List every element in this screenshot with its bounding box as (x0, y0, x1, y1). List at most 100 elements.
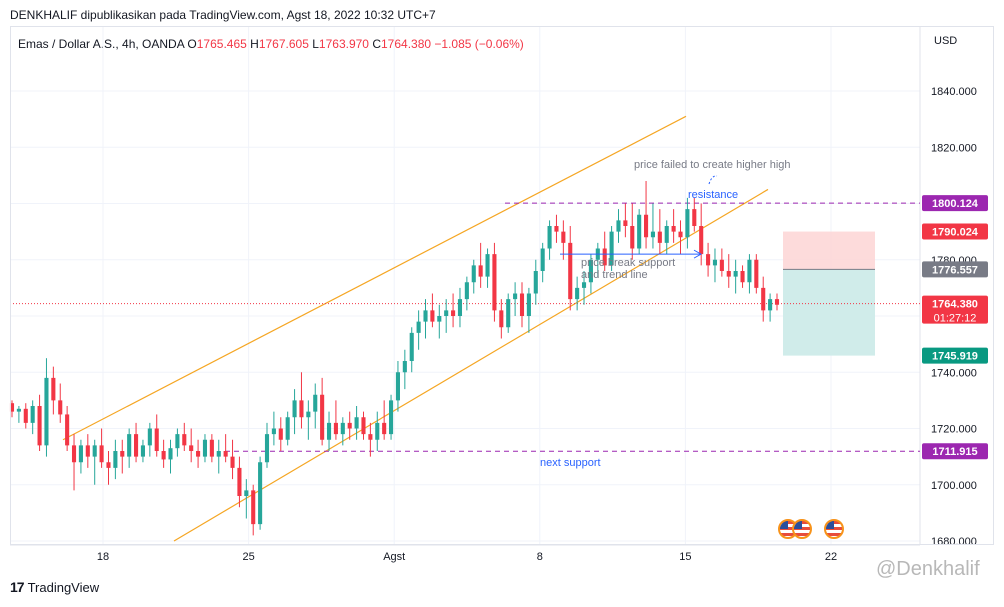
us-flag-icon[interactable] (824, 519, 844, 539)
time-axis-tick-label: 25 (242, 551, 254, 563)
candle-body (375, 422, 380, 440)
candle-body (182, 434, 187, 446)
candle-body (588, 259, 593, 283)
candle-body (389, 400, 394, 435)
time-axis-tick-label: 15 (679, 551, 691, 563)
candle-body (650, 231, 655, 238)
candle-body (223, 451, 228, 457)
candle-body (51, 377, 56, 401)
candle-body (347, 422, 352, 429)
higher-high-note: price failed to create higher high (634, 159, 791, 171)
close-value: 1764.380 (381, 37, 432, 51)
candle-body (16, 408, 21, 412)
take-profit-zone (783, 269, 875, 356)
economic-events[interactable] (778, 519, 844, 539)
time-axis-tick-label: Agst (383, 551, 405, 563)
candle-body (244, 490, 249, 496)
candle-body (189, 445, 194, 451)
candle-body (85, 445, 90, 457)
candle-body (285, 417, 290, 440)
candle-body (774, 299, 780, 305)
candle-body (44, 377, 49, 446)
candle-body (237, 467, 242, 496)
candle-body (175, 434, 180, 449)
candle-body (306, 411, 311, 418)
candle-body (671, 226, 676, 232)
candle-body (533, 271, 538, 294)
support-price-tag-bg (922, 443, 988, 460)
candle-body (423, 310, 428, 322)
change-value: −1.085 (−0.06%) (434, 37, 524, 51)
candle-body (464, 282, 469, 300)
candle-body (216, 451, 221, 457)
candle-body (575, 287, 580, 300)
break-note-line2: and trend line (581, 269, 648, 281)
candle-body (630, 226, 635, 249)
time-axis-tick-label: 8 (537, 551, 543, 563)
break-note-line1: price break support (581, 257, 675, 269)
position-price-tag: 1776.557 (932, 264, 978, 276)
candle-body (513, 293, 518, 300)
candle-body (644, 214, 649, 238)
candle-body (437, 316, 442, 322)
price-axis-tick-label: 1740.000 (931, 367, 977, 379)
close-label: C (372, 37, 381, 51)
candle-body (568, 242, 573, 300)
candle-body (278, 428, 283, 440)
candle-body (409, 332, 414, 361)
position-price-tag-bg (922, 295, 988, 324)
candle-body (258, 462, 263, 525)
candle-body (58, 400, 63, 415)
candle-body (30, 406, 35, 423)
symbol-name[interactable]: Emas / Dollar A.S., 4h, OANDA (18, 37, 185, 51)
candle-body (230, 456, 235, 468)
candle-body (712, 259, 718, 266)
candle-body (99, 445, 104, 463)
candle-body (368, 434, 373, 440)
candle-body (451, 310, 456, 316)
candle-body (692, 209, 697, 226)
candle-body (209, 439, 214, 457)
candle-body (761, 287, 766, 311)
candle-body (657, 231, 662, 243)
candle-body (616, 220, 621, 232)
candle-body (71, 445, 77, 463)
candle-body (609, 231, 614, 266)
candle-body (147, 428, 152, 446)
candle-body (623, 220, 628, 226)
candle-body (65, 414, 70, 446)
candle-body (664, 226, 669, 243)
candle-body (685, 209, 690, 238)
position-price-tag: 1745.919 (932, 351, 978, 363)
candle-body (457, 299, 463, 316)
position-price-tag: 1764.380 (932, 299, 978, 311)
candle-body (540, 248, 545, 271)
candle-body (354, 417, 359, 429)
candle-body (547, 226, 552, 249)
candle-body (492, 254, 497, 311)
candle-body (382, 422, 387, 435)
candle-body (361, 417, 366, 435)
us-flag-icon[interactable] (792, 519, 812, 539)
price-axis-tick-label: 1840.000 (931, 86, 977, 98)
candle-body (740, 271, 745, 283)
candle-body (395, 372, 400, 401)
channel-lower-line (173, 188, 769, 542)
candle-body (271, 428, 276, 435)
candle-body (134, 434, 139, 457)
price-axis-tick-label: 1820.000 (931, 142, 977, 154)
candle-body (196, 451, 201, 457)
candle-body (747, 259, 752, 283)
tradingview-logo[interactable]: 17 TradingView (10, 579, 99, 595)
candle-body (554, 226, 559, 232)
candle-body (485, 254, 490, 277)
candle-body (637, 214, 642, 249)
position-price-tag: 1790.024 (932, 227, 979, 239)
candle-body (506, 299, 511, 328)
tradingview-logo-text: TradingView (27, 579, 100, 595)
candle-body (733, 271, 738, 277)
candle-body (719, 259, 724, 271)
candle-body (561, 231, 566, 243)
author-watermark: @Denkhalif (876, 558, 980, 580)
